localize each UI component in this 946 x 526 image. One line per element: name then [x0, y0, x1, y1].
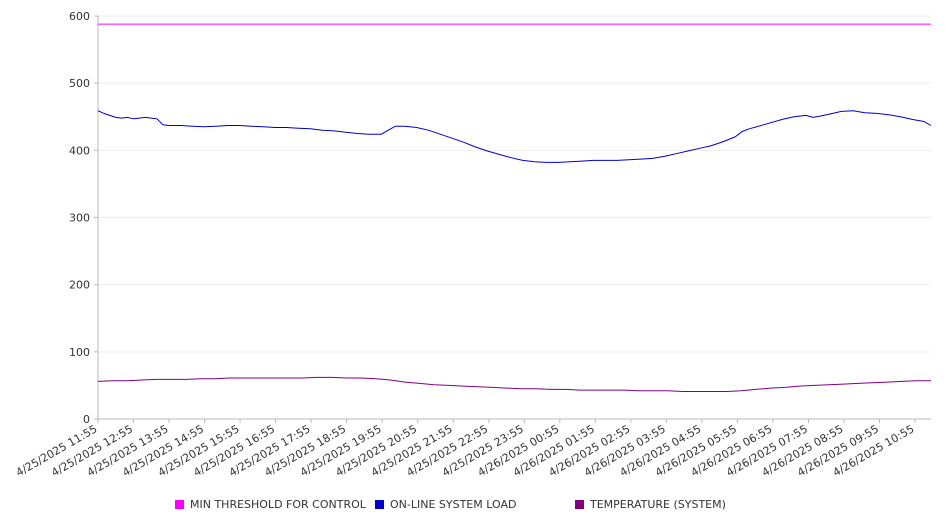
y-tick-label-100: 100 [69, 346, 90, 359]
x-axis-ticks: 4/25/2025 11:554/25/2025 12:554/25/2025 … [14, 419, 917, 479]
y-tick-label-300: 300 [69, 212, 90, 225]
series-lines [97, 23, 932, 392]
y-tick-label-400: 400 [69, 144, 90, 157]
legend-item-temperature: TEMPERATURE (SYSTEM) [575, 498, 726, 511]
y-tick-label-500: 500 [69, 77, 90, 90]
grid-lines [98, 15, 931, 420]
chart-legend: MIN THRESHOLD FOR CONTROL ON-LINE SYSTEM… [0, 498, 946, 514]
legend-swatch-temperature [575, 500, 584, 509]
series-line-2 [97, 376, 931, 392]
legend-swatch-min-threshold [175, 500, 184, 509]
legend-label-online-system-load: ON-LINE SYSTEM LOAD [390, 498, 517, 511]
legend-swatch-online-system-load [375, 500, 384, 509]
y-axis-ticks: 0 100 200 300 400 500 600 [69, 10, 98, 426]
y-tick-label-0: 0 [83, 413, 90, 426]
legend-label-min-threshold: MIN THRESHOLD FOR CONTROL [190, 498, 366, 511]
legend-item-min-threshold: MIN THRESHOLD FOR CONTROL [175, 498, 366, 511]
y-tick-label-600: 600 [69, 10, 90, 23]
series-line-1 [97, 110, 932, 163]
legend-item-online-system-load: ON-LINE SYSTEM LOAD [375, 498, 516, 511]
legend-label-temperature: TEMPERATURE (SYSTEM) [590, 498, 726, 511]
y-tick-label-200: 200 [69, 279, 90, 292]
